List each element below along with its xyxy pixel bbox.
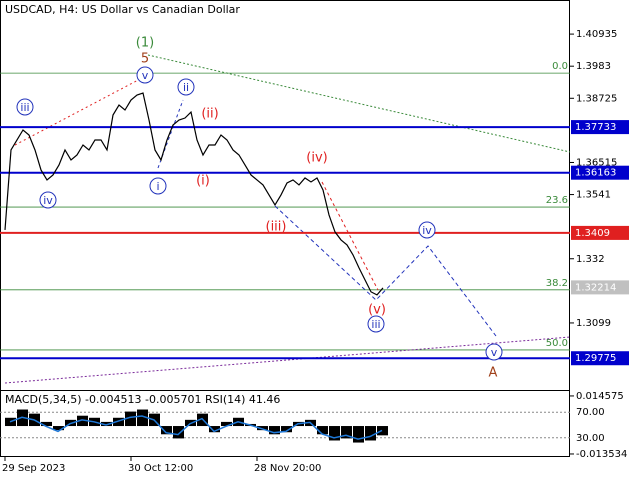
level-label: 1.36163 (575, 168, 616, 179)
wave-label: A (489, 366, 498, 381)
wave-label: (i) (196, 174, 210, 189)
y-tick-label: 1.3541 (576, 190, 611, 201)
macd-bar (281, 426, 292, 433)
macd-bar (41, 421, 52, 427)
wave-label: iii (20, 101, 29, 114)
fib-label: 38.2 (546, 278, 568, 289)
y-tick-label: 0.014575 (576, 391, 624, 402)
price-label: 1.32214 (575, 282, 616, 293)
wave-circle (149, 177, 167, 195)
macd-bar (161, 426, 172, 435)
price-line (4, 92, 384, 296)
wave-label: v (142, 69, 149, 82)
chart-title: USDCAD, H4: US Dollar vs Canadian Dollar (5, 3, 240, 16)
y-tick-label: 1.332 (576, 254, 605, 265)
fib-label: 50.0 (546, 338, 568, 349)
macd-bar (317, 426, 328, 435)
y-tick-label: 1.36515 (576, 157, 617, 168)
wave-circle (367, 315, 385, 333)
level-box (571, 165, 629, 180)
level-label: 1.3409 (575, 228, 610, 239)
wave-label: i (156, 180, 159, 193)
macd-bar (173, 426, 184, 439)
rsi-line (9, 415, 383, 440)
y2-tick-label: 30.00 (576, 433, 605, 444)
y-tick-label: 1.40935 (576, 29, 617, 40)
macd-bar (53, 426, 64, 431)
trend-line (147, 54, 571, 153)
wave-label: (iii) (266, 220, 287, 235)
wave-circle (418, 221, 436, 239)
macd-bar (377, 426, 388, 436)
macd-bar (329, 426, 340, 441)
level-box (571, 120, 629, 135)
x-tick-label: 30 Oct 12:00 (128, 463, 193, 474)
wave-label: iv (43, 194, 53, 207)
wave-label: 5 (141, 52, 149, 67)
macd-bar (257, 426, 268, 431)
wave-label: (1) (136, 36, 154, 51)
macd-bar (113, 417, 124, 427)
price-box (571, 280, 629, 295)
macd-bar (137, 409, 148, 427)
wave-circle (485, 343, 503, 361)
macd-bar (101, 421, 112, 427)
macd-bar (209, 426, 220, 433)
level-box (571, 351, 629, 366)
macd-bar (125, 411, 136, 427)
y-tick-label: 1.3983 (576, 61, 611, 72)
wave-label: iv (422, 224, 432, 237)
indicator-title: MACD(5,34,5) -0.004513 -0.005701 RSI(14)… (5, 393, 280, 406)
fib-label: 23.6 (546, 195, 568, 206)
level-box (571, 225, 629, 240)
macd-bar (341, 426, 352, 439)
y2-tick-label: 70.00 (576, 407, 605, 418)
trend-line (4, 336, 571, 384)
wave-circle (16, 98, 34, 116)
macd-bar (365, 426, 376, 441)
y-tick-label: 1.3099 (576, 318, 611, 329)
level-label: 1.29775 (575, 353, 616, 364)
macd-bar (353, 426, 364, 443)
x-tick-label: 28 Nov 20:00 (254, 463, 321, 474)
wave-label: v (491, 346, 498, 359)
wave-circle (177, 78, 195, 96)
wave-path (321, 181, 379, 291)
macd-bar (269, 426, 280, 435)
x-tick-label: 29 Sep 2023 (2, 463, 65, 474)
plot-frame (0, 0, 570, 457)
macd-bar (221, 421, 232, 427)
y-tick-label: -0.013534 (576, 449, 627, 460)
level-label: 1.37733 (575, 122, 616, 133)
wave-path (14, 77, 143, 146)
macd-bar (77, 415, 88, 427)
wave-circle (136, 66, 154, 84)
wave-label: (iv) (306, 151, 327, 166)
fib-label: 0.0 (552, 61, 568, 72)
wave-label: (v) (368, 303, 386, 318)
wave-path (274, 205, 497, 337)
wave-label: ii (183, 81, 189, 94)
wave-circle (39, 191, 57, 209)
wave-label: iii (371, 318, 380, 331)
wave-label: (ii) (201, 107, 218, 122)
y-tick-label: 1.38725 (576, 93, 617, 104)
